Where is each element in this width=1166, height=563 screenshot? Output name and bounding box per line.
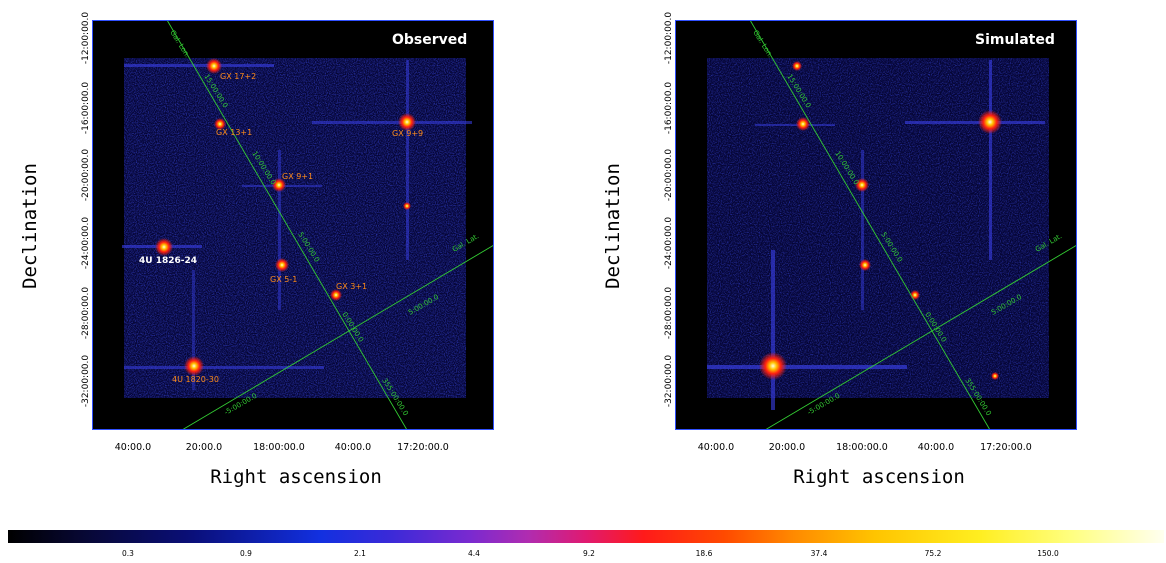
observed-panel: Declination -12:00:00.0 -16:00:00.0 -20:… bbox=[0, 0, 520, 500]
ra-tick: 40:00.0 bbox=[917, 442, 955, 453]
panel-title: Simulated bbox=[975, 32, 1055, 48]
y-axis-label: Declination bbox=[19, 163, 41, 289]
colorbar-gradient bbox=[8, 530, 1164, 543]
x-axis-label: Right ascension bbox=[210, 466, 382, 488]
source-label-gx13: GX 13+1 bbox=[216, 128, 252, 137]
colorbar-tick: 150.0 bbox=[1037, 549, 1059, 558]
simulated-panel: Declination -12:00:00.0 -16:00:00.0 -20:… bbox=[583, 0, 1103, 500]
colorbar-tick: 37.4 bbox=[810, 549, 828, 558]
colorbar-tick: 0.3 bbox=[122, 549, 134, 558]
colorbar-tick: 9.2 bbox=[583, 549, 595, 558]
colorbar-tick: 18.6 bbox=[695, 549, 713, 558]
colorbar-tick: 2.1 bbox=[354, 549, 366, 558]
colorbar-tick: 75.2 bbox=[924, 549, 942, 558]
ra-tick: 40:00.0 bbox=[334, 442, 372, 453]
dec-tick: -12:00:00.0 bbox=[664, 11, 674, 65]
ra-tick: 17:20:00.0 bbox=[980, 442, 1032, 453]
ra-tick: 20:00.0 bbox=[185, 442, 223, 453]
source-label-gx91: GX 9+1 bbox=[282, 172, 313, 181]
ra-tick: 20:00.0 bbox=[768, 442, 806, 453]
ra-tick: 40:00.0 bbox=[114, 442, 152, 453]
panel-title: Observed bbox=[392, 32, 467, 48]
source-label-gx31: GX 3+1 bbox=[336, 282, 367, 291]
dec-tick: -12:00:00.0 bbox=[81, 11, 91, 65]
dec-tick: -32:00:00.0 bbox=[81, 354, 91, 408]
ra-tick: 18:00:00.0 bbox=[836, 442, 888, 453]
x-axis-label: Right ascension bbox=[793, 466, 965, 488]
y-axis-label: Declination bbox=[602, 163, 624, 289]
dec-tick: -24:00:00.0 bbox=[664, 216, 674, 270]
source-label-4u1820: 4U 1820-30 bbox=[172, 375, 219, 384]
source-label-4u1826: 4U 1826-24 bbox=[139, 256, 197, 266]
source-label-gx17: GX 17+2 bbox=[220, 72, 256, 81]
observed-sky-image: GX 17+2 GX 13+1 GX 9+9 GX 9+1 4U 1826-24… bbox=[92, 20, 494, 430]
ra-tick: 40:00.0 bbox=[697, 442, 735, 453]
colorbar-tick: 4.4 bbox=[468, 549, 480, 558]
source-label-gx51: GX 5-1 bbox=[270, 275, 297, 284]
colorbar: 0.3 0.9 2.1 4.4 9.2 18.6 37.4 75.2 150.0 bbox=[8, 530, 1166, 563]
source-label-gx99: GX 9+9 bbox=[392, 129, 423, 138]
colorbar-tick: 0.9 bbox=[240, 549, 252, 558]
simulated-sky-image: Gal. Lon. Gal. Lat. 15:00:00.0 10:00:00.… bbox=[675, 20, 1077, 430]
ra-tick: 18:00:00.0 bbox=[253, 442, 305, 453]
ra-tick: 17:20:00.0 bbox=[397, 442, 449, 453]
dec-tick: -24:00:00.0 bbox=[81, 216, 91, 270]
dec-tick: -32:00:00.0 bbox=[664, 354, 674, 408]
